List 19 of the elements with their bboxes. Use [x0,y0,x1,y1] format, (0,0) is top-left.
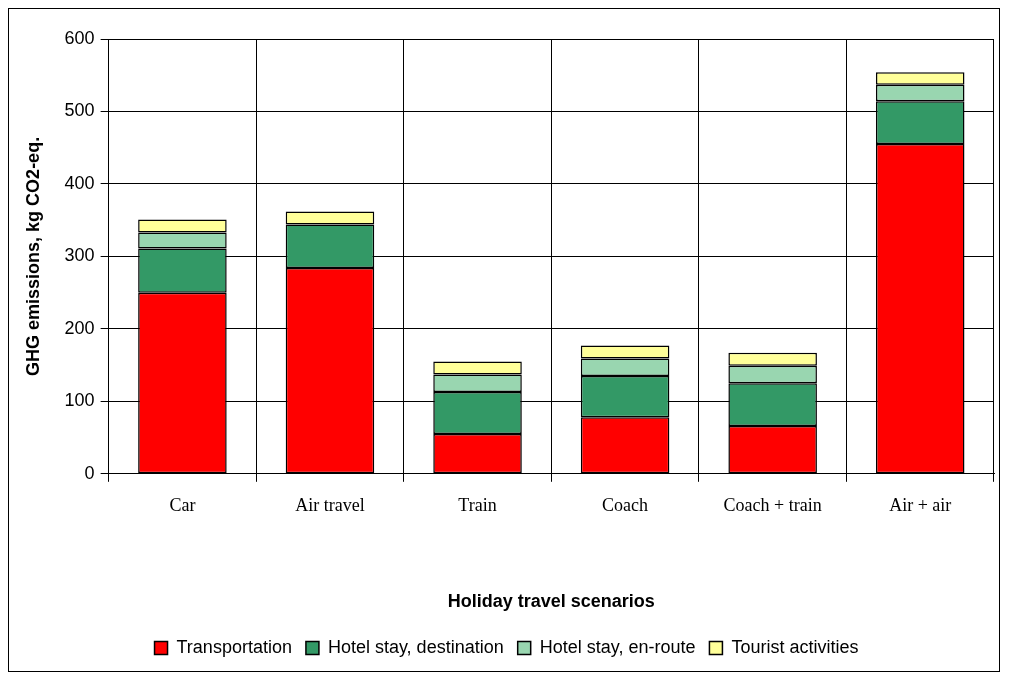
x-tick-label: Coach [602,495,649,516]
legend-label: Transportation [176,636,292,657]
x-tick-label: Car [169,495,196,516]
legend-label: Hotel stay, destination [327,636,504,657]
y-tick-label: 0 [84,462,95,483]
x-axis-title: Holiday travel scenarios [447,591,655,612]
legend-label: Hotel stay, en-route [539,636,696,657]
y-tick-label: 200 [64,317,95,338]
y-tick-label: 500 [64,100,95,121]
x-tick-label: Train [458,495,497,516]
y-tick-label: 100 [64,390,95,411]
x-tick-label: Air travel [295,495,365,516]
y-tick-label: 600 [64,27,95,48]
legend-label: Tourist activities [731,636,859,657]
x-tick-label: Air + air [889,495,952,516]
x-tick-label: Coach + train [723,495,822,516]
y-axis-title: GHG emissions, kg CO2-eq. [22,136,43,376]
y-tick-label: 300 [64,245,95,266]
y-tick-label: 400 [64,172,95,193]
